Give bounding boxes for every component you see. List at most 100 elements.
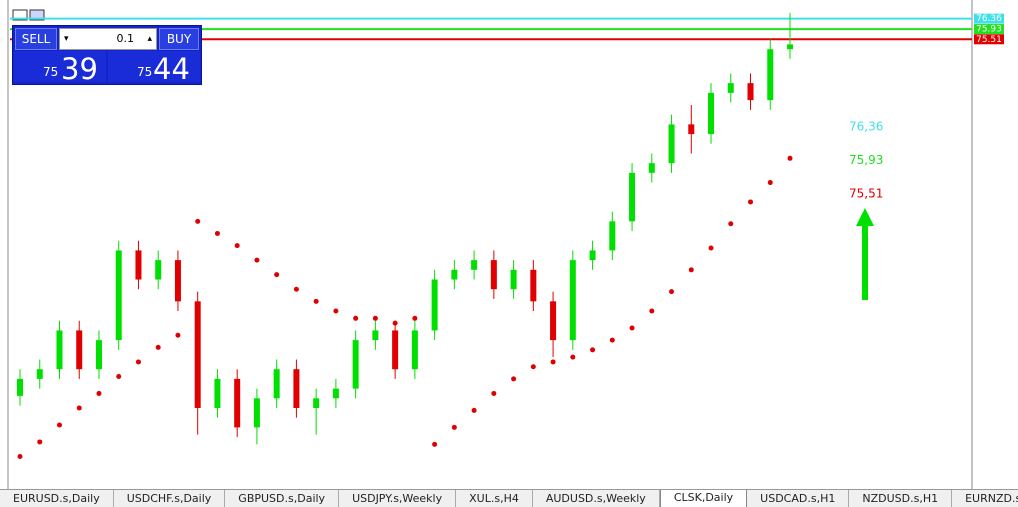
- sar-dot: [649, 308, 655, 314]
- level-text: 76,36: [849, 120, 883, 134]
- candle-body: [431, 279, 438, 331]
- icon[interactable]: [29, 9, 45, 21]
- icon[interactable]: [12, 9, 28, 21]
- sar-dot: [609, 337, 615, 343]
- level-text: 75,51: [849, 187, 883, 201]
- candle-body: [471, 260, 478, 270]
- candle-body: [787, 44, 793, 50]
- candle-body: [372, 330, 379, 341]
- chart-tab[interactable]: EURNZD.s,D: [952, 490, 1018, 507]
- candle-body: [332, 388, 339, 399]
- chart-tab[interactable]: CLSK,Daily: [659, 490, 748, 507]
- sar-dot: [530, 364, 536, 370]
- candle-body: [490, 260, 497, 290]
- candle-body: [115, 250, 122, 341]
- chart-tab[interactable]: EURUSD.s,Daily: [0, 490, 114, 507]
- one-click-trading-panel: SELL ▾ 0.1 ▴ BUY 75 39 75 44: [12, 25, 202, 86]
- candle-body: [95, 340, 102, 370]
- sar-dot: [234, 243, 240, 249]
- candle-body: [688, 124, 695, 135]
- sar-dot: [56, 422, 62, 428]
- chart-tab[interactable]: USDJPY.s,Weekly: [339, 490, 457, 507]
- sar-dot: [313, 298, 319, 304]
- sar-dot: [274, 272, 280, 278]
- sar-dot: [353, 315, 359, 321]
- sar-dot: [669, 289, 675, 295]
- sar-dot: [116, 373, 122, 379]
- sar-dot: [491, 390, 497, 396]
- level-text: 75,93: [849, 153, 883, 167]
- candle-body: [194, 301, 201, 408]
- candle-body: [767, 49, 774, 101]
- candle-body: [648, 163, 655, 173]
- sell-button[interactable]: SELL: [15, 28, 57, 50]
- sar-dot: [195, 218, 201, 224]
- sar-dot: [787, 155, 793, 161]
- candle-body: [352, 340, 359, 389]
- sar-dot: [155, 344, 161, 350]
- chart-tab[interactable]: AUDUSD.s,Weekly: [533, 490, 660, 507]
- ask-digits: 44: [153, 52, 190, 86]
- sar-dot: [293, 286, 299, 292]
- bid-prefix: 75: [43, 65, 59, 79]
- sar-dot: [254, 257, 260, 263]
- buy-button[interactable]: BUY: [159, 28, 199, 50]
- candle-body: [36, 369, 43, 379]
- candle-body: [135, 250, 142, 280]
- sar-dot: [37, 439, 43, 445]
- sar-dot: [214, 230, 220, 236]
- chart-tab[interactable]: USDCHF.s,Daily: [114, 490, 226, 507]
- price-label-bg: [974, 24, 1004, 35]
- price-label: 75.51: [976, 35, 1002, 45]
- candle-body: [510, 269, 517, 290]
- sar-dot: [767, 180, 773, 186]
- toolbar-icons[interactable]: [12, 9, 45, 21]
- candle-body: [550, 301, 557, 341]
- candle-body: [174, 260, 181, 302]
- price-label: 75.93: [976, 25, 1002, 35]
- chart-tab[interactable]: USDCAD.s,H1: [747, 490, 850, 507]
- sar-dot: [570, 354, 576, 360]
- arrow-head: [856, 208, 874, 226]
- sar-dot: [550, 359, 556, 365]
- candle-body: [629, 172, 636, 222]
- sar-dot: [135, 359, 141, 365]
- sar-dot: [432, 441, 438, 447]
- candle-body: [451, 269, 458, 280]
- sar-dot: [728, 221, 734, 227]
- sar-dot: [451, 424, 457, 430]
- candle-body: [234, 378, 241, 428]
- candle-body: [313, 398, 320, 408]
- candle-body: [411, 330, 418, 370]
- sar-dot: [412, 315, 418, 321]
- sar-dot: [590, 347, 596, 353]
- candle-body: [747, 83, 754, 101]
- chart-tab[interactable]: GBPUSD.s,Daily: [225, 490, 340, 507]
- candle-body: [569, 260, 576, 341]
- candle-body: [530, 269, 537, 302]
- candle-body: [17, 378, 23, 396]
- sar-dot: [708, 245, 714, 251]
- arrow-shaft: [862, 222, 868, 300]
- sar-dot: [629, 325, 635, 331]
- candle-body: [727, 83, 734, 93]
- sar-dot: [96, 390, 102, 396]
- price-label-bg: [974, 13, 1004, 24]
- sar-dot: [175, 332, 181, 338]
- lot-value[interactable]: 0.1: [116, 32, 135, 45]
- sar-dot: [511, 376, 517, 382]
- candle-body: [214, 378, 221, 408]
- sar-dot: [372, 315, 378, 321]
- bid-quote[interactable]: 75 39: [14, 51, 106, 86]
- sar-dot: [333, 308, 339, 314]
- sar-dot: [471, 407, 477, 413]
- lot-input[interactable]: ▾ 0.1 ▴: [59, 28, 157, 50]
- bid-digits: 39: [61, 52, 98, 86]
- candle-body: [708, 92, 715, 135]
- chart-tab[interactable]: XUL.s,H4: [456, 490, 533, 507]
- signal-arrow: [856, 208, 874, 300]
- chart-tab[interactable]: NZDUSD.s,H1: [849, 490, 953, 507]
- ask-quote[interactable]: 75 44: [108, 51, 200, 86]
- sar-dot: [76, 405, 82, 411]
- price-label-bg: [974, 34, 1004, 45]
